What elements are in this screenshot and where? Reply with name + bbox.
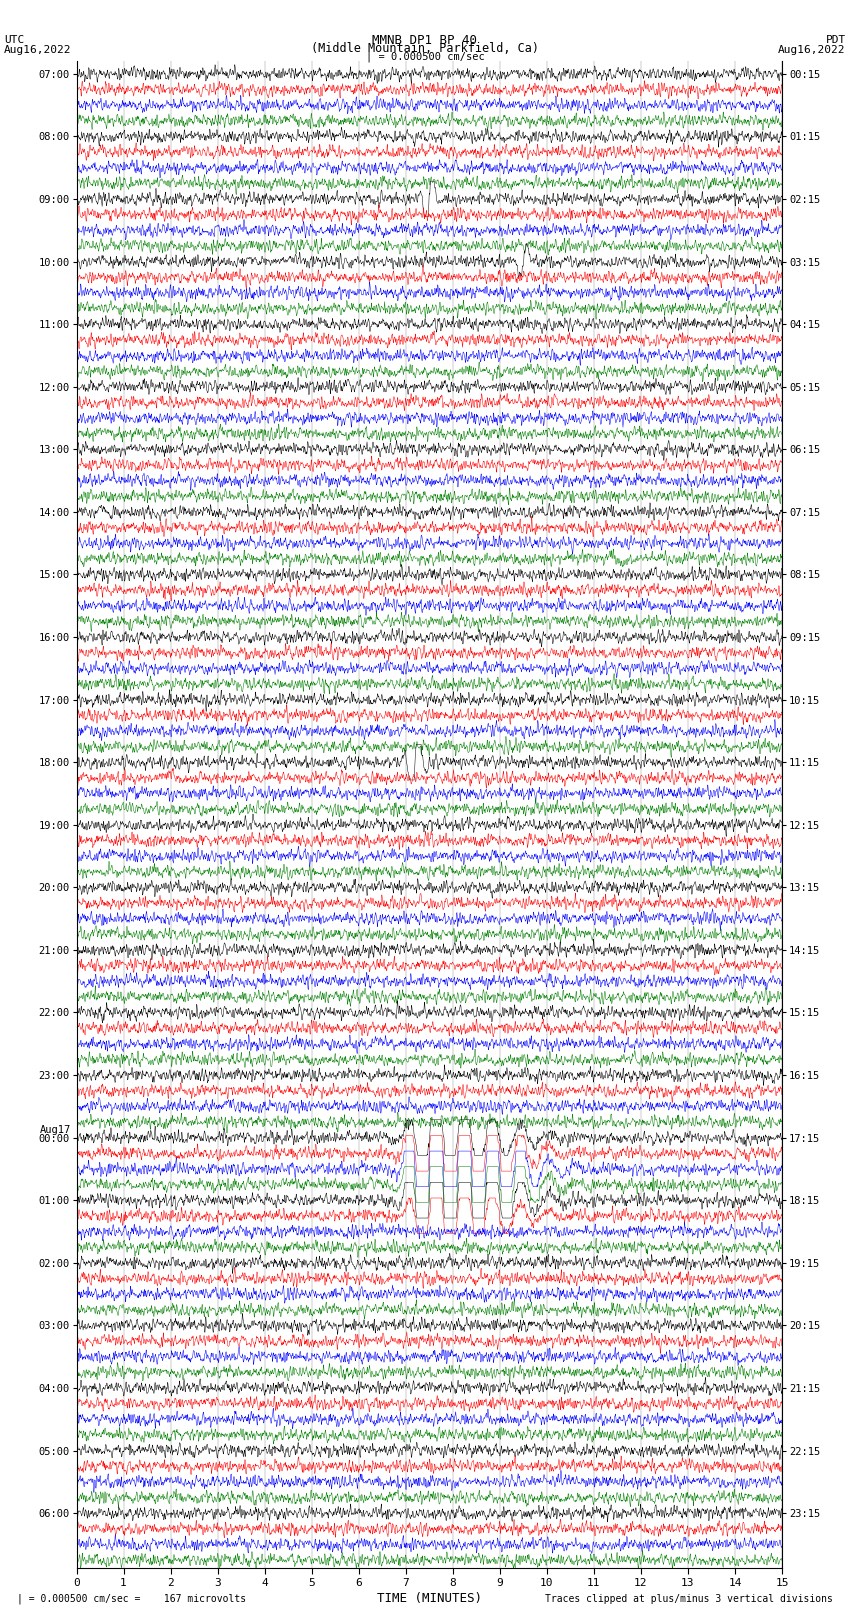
Text: Traces clipped at plus/minus 3 vertical divisions: Traces clipped at plus/minus 3 vertical … [545,1594,833,1603]
Text: Aug16,2022: Aug16,2022 [779,45,846,55]
Text: | = 0.000500 cm/sec =    167 microvolts: | = 0.000500 cm/sec = 167 microvolts [17,1594,246,1605]
Text: (Middle Mountain, Parkfield, Ca): (Middle Mountain, Parkfield, Ca) [311,42,539,55]
Text: Aug17: Aug17 [40,1124,71,1136]
Text: Aug16,2022: Aug16,2022 [4,45,71,55]
Text: PDT: PDT [825,35,846,45]
Text: MMNB DP1 BP 40: MMNB DP1 BP 40 [372,34,478,47]
Text: UTC: UTC [4,35,25,45]
Text: | = 0.000500 cm/sec: | = 0.000500 cm/sec [366,52,484,63]
X-axis label: TIME (MINUTES): TIME (MINUTES) [377,1592,482,1605]
